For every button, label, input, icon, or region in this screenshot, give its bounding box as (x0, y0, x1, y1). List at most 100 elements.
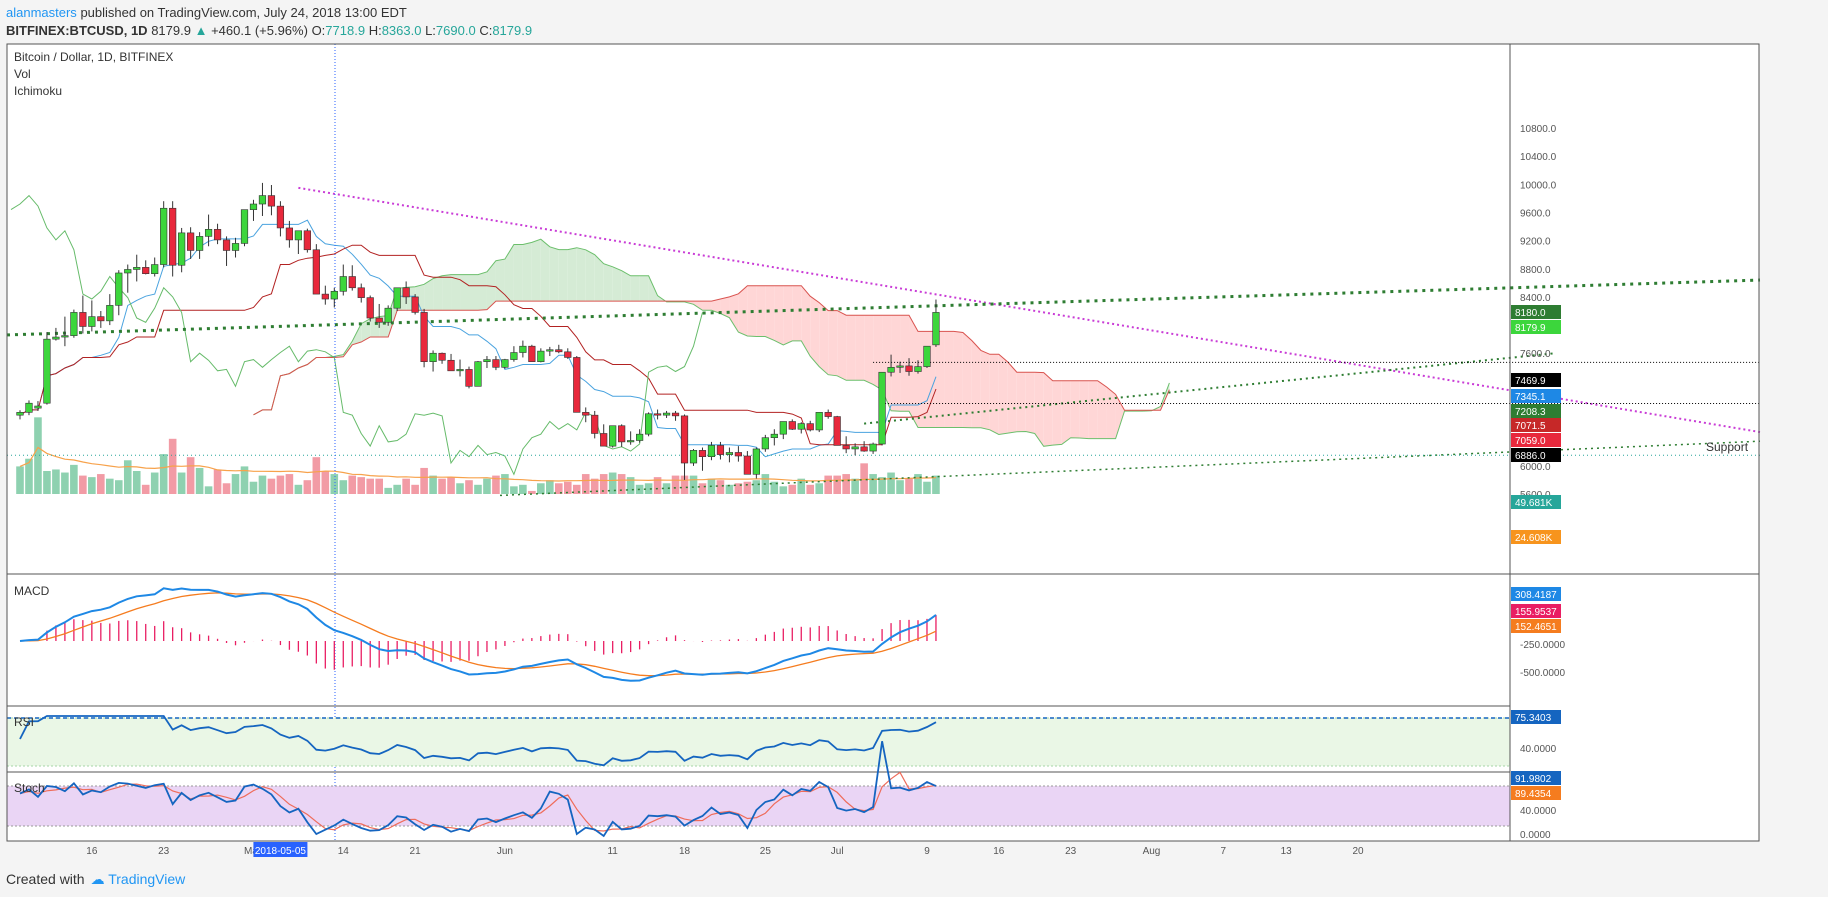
y-tick-label: 8400.0 (1520, 293, 1551, 304)
volume-bar (25, 458, 33, 494)
volume-bar (626, 477, 635, 494)
tradingview-logo[interactable]: ☁ TradingView (90, 871, 186, 887)
bearish-candle (671, 412, 680, 417)
bullish-candle (294, 230, 302, 241)
volume-bar (680, 475, 689, 494)
kumo-segment (935, 331, 945, 428)
volume-bar (186, 457, 195, 494)
bullish-candle (196, 236, 204, 251)
bullish-candle (770, 433, 778, 438)
x-tick-label: Jun (497, 846, 513, 857)
volume-bar (402, 478, 410, 494)
volume-bar (285, 474, 294, 494)
volume-bar (321, 471, 330, 494)
bullish-candle (546, 349, 554, 352)
bearish-candle (357, 287, 365, 298)
kumo-segment (513, 244, 523, 302)
kumo-segment (801, 285, 811, 357)
bearish-candle (555, 349, 563, 353)
kumo-segment (486, 260, 496, 310)
bullish-candle (106, 305, 114, 322)
indicator-value-badge (1511, 771, 1561, 785)
volume-bar (662, 483, 671, 494)
y-tick-label: 6000.0 (1520, 462, 1551, 473)
volume-bar (222, 483, 231, 494)
bullish-candle (429, 352, 437, 362)
indicator-value-badge (1511, 604, 1561, 618)
volume-bar (546, 480, 554, 494)
kumo-segment (846, 315, 856, 381)
bearish-candle (420, 312, 428, 362)
x-tick-label: Aug (1143, 846, 1161, 857)
bullish-candle (393, 287, 401, 309)
bullish-candle (339, 276, 347, 292)
volume-ma-line (19, 446, 937, 482)
bullish-candle (456, 369, 464, 372)
y-tick-label: 10400.0 (1520, 152, 1557, 163)
bullish-candle (896, 365, 904, 368)
crosshair-date-badge (253, 842, 308, 857)
kumo-segment (1007, 362, 1017, 434)
bearish-candle (303, 230, 311, 251)
volume-bar (689, 475, 698, 494)
kumo-segment (980, 350, 990, 430)
kumo-segment (1061, 380, 1071, 445)
volume-bar (429, 475, 437, 494)
volume-bar (43, 471, 51, 494)
bearish-candle (79, 312, 87, 327)
kumo-segment (909, 315, 918, 428)
bullish-candle (25, 402, 33, 413)
stoch-band (7, 786, 1510, 826)
bearish-candle (591, 414, 599, 434)
bullish-candle (70, 312, 78, 336)
y-tick-label: 9200.0 (1520, 237, 1551, 248)
volume-bar (231, 474, 240, 494)
y-tick-label: 10000.0 (1520, 180, 1557, 191)
bearish-candle (213, 229, 222, 241)
price-label-text: 7071.5 (1515, 421, 1546, 432)
y-tick-label: 10800.0 (1520, 124, 1557, 135)
volume-bar (887, 472, 895, 494)
kumo-segment (433, 275, 443, 311)
legend-vol: Vol (14, 67, 31, 81)
x-tick-label: 14 (338, 846, 350, 857)
bullish-candle (204, 229, 213, 237)
y-tick-label: 9600.0 (1520, 208, 1551, 219)
symbol-label: BITFINEX:BTCUSD, 1D (6, 23, 148, 38)
bullish-candle (662, 412, 671, 416)
x-tick-label: 11 (607, 846, 618, 857)
price-label-badge (1511, 433, 1561, 447)
volume-bar (608, 472, 617, 494)
price-label-text: 6886.0 (1515, 451, 1546, 462)
bullish-candle (178, 232, 186, 266)
kumo-segment (549, 246, 559, 302)
kumo-segment (621, 270, 631, 302)
bullish-candle (519, 345, 527, 353)
bearish-candle (564, 351, 572, 358)
volume-bar (725, 484, 734, 494)
kumo-segment (783, 285, 793, 345)
price-label-text: 8180.0 (1515, 308, 1546, 319)
volume-bar (734, 483, 743, 494)
kumo-segment (1097, 380, 1107, 439)
volume-bar (312, 457, 321, 494)
legend-ichimoku: Ichimoku (14, 84, 62, 98)
kumo-segment (558, 249, 568, 302)
kumo-segment (855, 315, 865, 381)
volume-bar (339, 480, 348, 494)
publication-header: alanmasters published on TradingView.com… (6, 4, 407, 22)
y-tick-label: 7600.0 (1520, 349, 1551, 360)
bullish-candle (61, 335, 69, 338)
bearish-candle (824, 412, 832, 417)
volume-bar (384, 487, 392, 494)
author-link[interactable]: alanmasters (6, 5, 77, 20)
rsi-band (7, 718, 1510, 766)
volume-bar (716, 480, 725, 494)
x-tick-label: 18 (679, 846, 691, 857)
bullish-candle (851, 446, 859, 450)
volume-bar (88, 477, 96, 494)
volume-bar (788, 484, 797, 494)
volume-bar (492, 475, 500, 494)
x-tick-label: 23 (1065, 846, 1077, 857)
